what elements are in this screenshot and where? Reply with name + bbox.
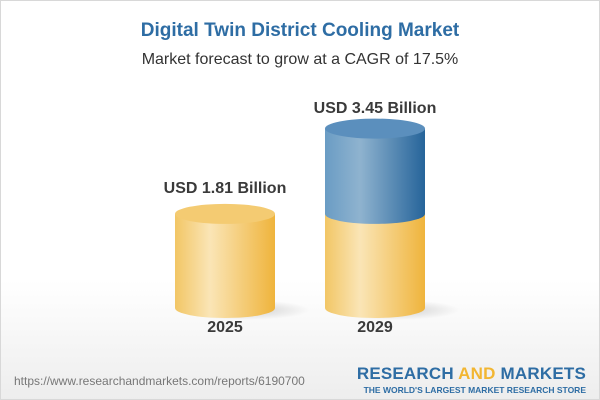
research-and-markets-logo: RESEARCH AND MARKETS THE WORLD'S LARGEST…: [356, 364, 586, 395]
value-label-2025: USD 1.81 Billion: [164, 180, 287, 197]
category-label-2029: 2029: [357, 319, 393, 336]
report-url[interactable]: https://www.researchandmarkets.com/repor…: [14, 374, 305, 388]
cylinder-2029-growth-body: [325, 128, 425, 224]
chart-title: Digital Twin District Cooling Market: [140, 20, 460, 41]
value-label-2029: USD 3.45 Billion: [314, 100, 437, 117]
cylinder-2025-body: [175, 213, 275, 318]
cylinder-2025-top: [175, 203, 275, 224]
cylinder-2029-base-body: [325, 213, 425, 318]
cylinder-2029-growth-top: [325, 118, 425, 139]
cylinder-chart: USD 1.81 Billion USD 3.45 Billion 2025 2…: [164, 100, 460, 336]
category-label-2025: 2025: [207, 319, 243, 336]
chart-subtitle: Market forecast to grow at a CAGR of 17.…: [141, 51, 459, 68]
